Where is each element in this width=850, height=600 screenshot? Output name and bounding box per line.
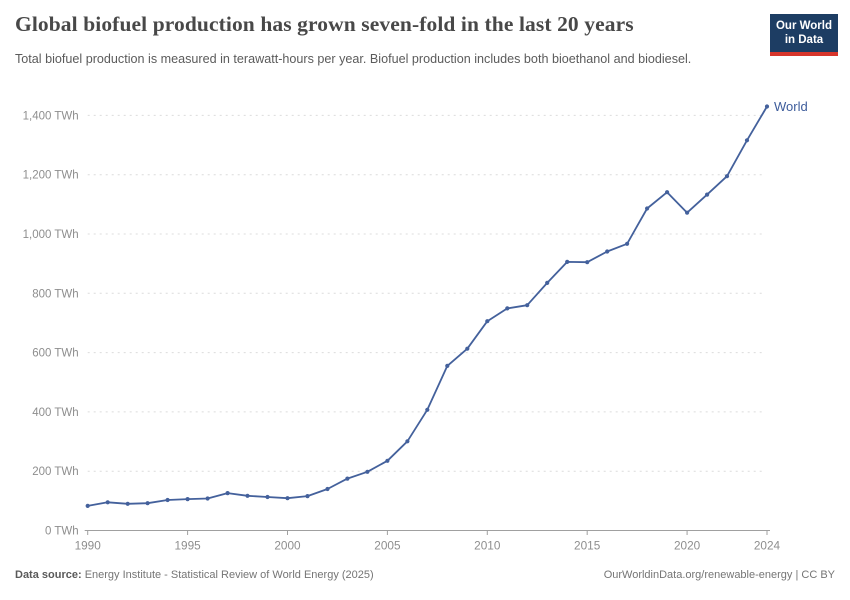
x-axis-label: 1990 [75,539,102,553]
x-axis-label: 2024 [754,539,781,553]
data-point[interactable] [525,303,530,308]
data-source-text: Energy Institute - Statistical Review of… [81,569,374,581]
data-point[interactable] [665,190,670,195]
page-title: Global biofuel production has grown seve… [15,12,634,36]
data-point[interactable] [105,500,110,505]
data-point[interactable] [685,210,690,215]
x-axis-label: 2000 [274,539,301,553]
data-point[interactable] [764,104,770,109]
x-axis-label: 2010 [474,539,501,553]
data-point[interactable] [425,407,430,412]
data-point[interactable] [385,458,390,463]
y-axis-label: 800 TWh [32,288,78,300]
x-axis-label: 2020 [674,539,701,553]
series-line-world[interactable] [86,105,768,507]
data-point[interactable] [185,497,190,502]
data-point[interactable] [445,363,450,368]
y-axis-label: 600 TWh [32,348,78,360]
data-point[interactable] [145,501,150,506]
x-axis-label: 1995 [174,539,201,553]
data-point[interactable] [285,496,290,501]
x-axis-label: 2015 [574,539,601,553]
y-axis-label: 1,400 TWh [23,110,79,122]
data-source-note: Data source: Energy Institute - Statisti… [15,569,374,581]
data-point[interactable] [245,493,250,498]
owid-link[interactable]: OurWorldinData.org/renewable-energy | CC… [603,569,835,581]
series-label-world: World [774,99,808,114]
data-point[interactable] [744,138,750,143]
data-point[interactable] [485,319,490,324]
data-point[interactable] [705,192,710,197]
y-axis-label: 0 TWh [45,526,79,538]
owid-logo-line2: in Data [784,34,824,47]
y-axis-label: 1,000 TWh [23,229,79,241]
data-point[interactable] [345,476,350,481]
data-point[interactable] [325,486,330,492]
y-axis-label: 200 TWh [32,466,78,478]
data-source-label: Data source: [15,569,82,581]
y-axis-label: 400 TWh [32,407,78,419]
x-axis-label: 2005 [374,539,401,553]
owid-logo-stripe [770,51,838,56]
data-point[interactable] [645,206,650,211]
data-point[interactable] [724,174,730,179]
data-point[interactable] [305,494,310,499]
data-point[interactable] [465,346,470,351]
data-point[interactable] [265,494,270,500]
data-point[interactable] [565,259,570,264]
data-point[interactable] [405,439,410,444]
data-point[interactable] [205,496,210,501]
owid-logo-line1: Our World [775,20,832,32]
data-point[interactable] [585,260,590,265]
data-point[interactable] [545,280,550,285]
y-axis-label: 1,200 TWh [23,170,79,182]
data-point[interactable] [225,491,230,496]
data-point[interactable] [605,249,610,254]
data-point[interactable] [85,503,90,508]
data-point[interactable] [505,306,510,311]
data-point[interactable] [625,241,630,246]
data-point[interactable] [165,497,170,503]
chart-subtitle: Total biofuel production is measured in … [15,52,692,66]
owid-logo[interactable]: Our World in Data [770,14,838,56]
chart-footer: Data source: Energy Institute - Statisti… [15,569,835,581]
owid-logo-box: Our World in Data [770,14,838,52]
data-point[interactable] [365,469,370,474]
data-point[interactable] [125,501,130,506]
